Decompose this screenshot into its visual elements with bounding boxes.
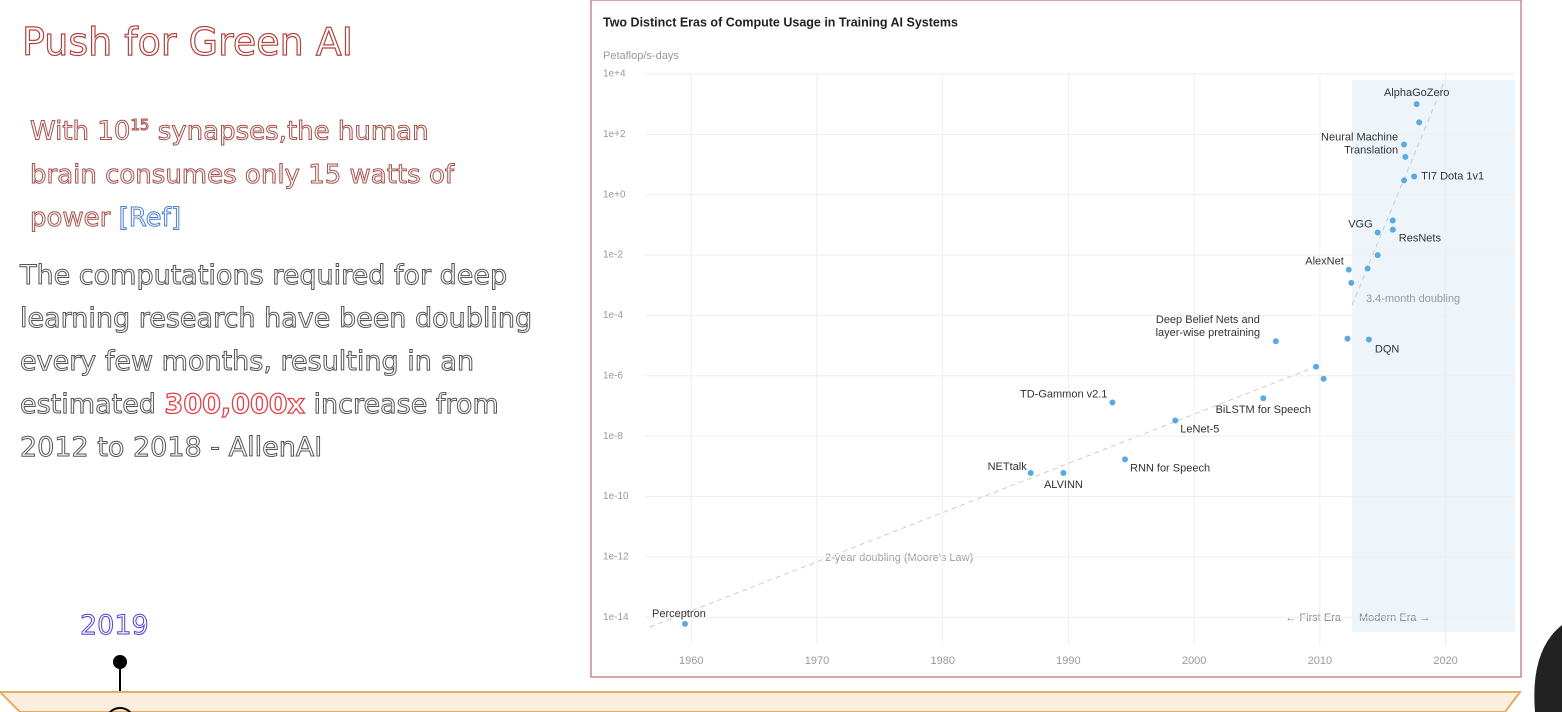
point [1402,153,1409,160]
y-tick-label: 1e-4 [603,310,623,321]
x-tick-label: 1970 [805,655,829,667]
point-label: TI7 Dota 1v1 [1421,170,1484,182]
highlight: 300,000x [164,388,306,420]
point [1389,217,1396,224]
superscript: 15 [130,116,150,135]
point [682,620,688,627]
text: increase from 2012 to 2018 - AllenAI [20,389,500,464]
point-label: TD-Gammon v2.1 [1020,388,1107,400]
point [1374,229,1381,236]
point [1027,470,1034,477]
y-tick-label: 1e-6 [603,370,623,381]
point-label: Neural Machine [1321,131,1398,143]
note-text: With 1015 synapses,the human brain consu… [29,104,500,240]
y-axis-label: Petaflop/s-days [603,50,679,62]
y-tick-label: 1e-2 [603,250,623,261]
point [1401,177,1408,184]
text: With 10 [29,116,131,147]
point [1348,279,1355,286]
point-label: ALVINN [1044,479,1083,491]
x-tick-label: 2010 [1308,655,1332,667]
presenter-edge [1534,625,1562,712]
point-label: AlphaGoZero [1384,87,1449,99]
point [1411,173,1418,180]
point-label: ResNets [1399,232,1442,244]
point-label: DQN [1375,343,1400,355]
annotation: ← First Era [1285,612,1341,624]
annotation: Modern Era → [1359,612,1431,624]
trend-line [649,364,1321,628]
point-label: AlexNet [1305,256,1344,268]
timeline-year: 2019 [80,610,150,642]
point [1345,266,1352,273]
point-label: VGG [1348,218,1372,230]
point [1172,417,1179,424]
point-label: LeNet-5 [1180,423,1219,435]
annotation: 3.4-month doubling [1366,293,1460,305]
point [1365,336,1372,343]
timeline-node [108,707,132,712]
point [1413,101,1420,108]
point [1364,265,1371,272]
point-label: Translation [1344,144,1398,156]
body-text: The computations required for deep learn… [19,254,565,469]
point [1389,226,1396,233]
chart-title: Two Distinct Eras of Compute Usage in Tr… [603,15,958,29]
modern-era-shade [1352,80,1515,632]
point [1122,456,1128,463]
annotation: 2-year doubling (Moore's Law) [825,552,973,564]
point [1320,375,1327,382]
timeline-band [0,691,1522,712]
point [1313,363,1320,370]
y-tick-label: 1e-12 [603,552,629,563]
point [1260,395,1267,402]
slide-title: Push for Green AI [21,19,353,64]
y-tick-label: 1e+2 [603,129,626,140]
point [1374,252,1381,259]
x-tick-label: 2020 [1433,655,1457,667]
y-tick-label: 1e+0 [603,189,626,200]
point-label: NETtalk [988,461,1028,473]
point-label: layer-wise pretraining [1156,327,1261,339]
y-tick-label: 1e+4 [603,69,626,80]
text: The computations required for deep learn… [19,260,533,421]
point-label: Perceptron [652,608,706,620]
y-tick-label: 1e-8 [603,431,623,442]
x-tick-label: 1980 [930,655,954,667]
point [1401,141,1408,148]
plot: 1960 1970 1980 1990 2000 2010 2020 1e+4 1e+2 1e+0… [603,69,1515,667]
timeline-dot [113,655,127,669]
point [1060,470,1067,477]
point [1344,335,1351,342]
x-tick-label: 1990 [1056,655,1080,667]
x-tick-label: 2000 [1182,655,1206,667]
text: synapses,the human brain consumes only 1… [30,116,455,233]
point [1109,399,1116,406]
y-tick-label: 1e-10 [603,491,629,502]
point [1272,338,1279,345]
point-label: BiLSTM for Speech [1216,404,1311,416]
ref-link[interactable]: [Ref] [118,202,181,233]
y-tick-label: 1e-14 [603,612,629,623]
point [1416,119,1423,126]
point-label: RNN for Speech [1130,462,1210,474]
x-tick-label: 1960 [679,655,703,667]
point-label: Deep Belief Nets and [1156,314,1260,326]
